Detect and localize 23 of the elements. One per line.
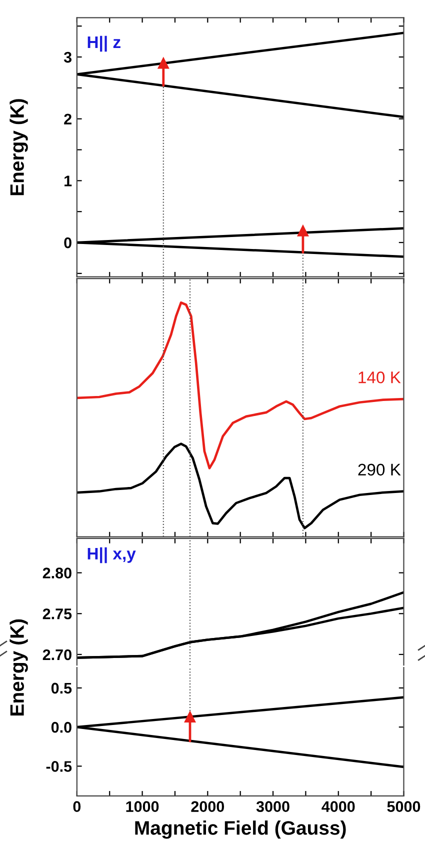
- annotation: H|| z: [88, 36, 120, 52]
- x-tick-label: 5000: [387, 801, 420, 812]
- annotation: H|| x,y: [88, 547, 136, 564]
- y-tick-label: 2: [64, 114, 72, 124]
- series-label: 290 K: [358, 464, 401, 476]
- y-tick-label: 2.70: [42, 649, 72, 660]
- y-axis-title: Energy (K): [10, 99, 28, 196]
- y-tick-label: 2.80: [42, 568, 72, 578]
- series-label: 140 K: [358, 372, 401, 384]
- y-tick-label: -0.5: [46, 761, 72, 772]
- x-tick-label: 0: [73, 801, 81, 812]
- x-axis-title: Magnetic Field (Gauss): [135, 820, 346, 839]
- y-tick-label: 1: [64, 176, 72, 186]
- y-tick-label: 3: [64, 52, 72, 63]
- y-tick-label: 0: [64, 237, 72, 248]
- y-tick-label: 2.75: [42, 608, 72, 620]
- x-tick-label: 4000: [322, 801, 355, 812]
- y-tick-label: 0.0: [51, 722, 72, 733]
- x-tick-label: 3000: [256, 801, 290, 812]
- y-tick-label: 0.5: [51, 682, 72, 694]
- y-axis-title: Energy (K): [10, 619, 28, 716]
- x-tick-label: 2000: [191, 801, 224, 812]
- x-tick-label: 1000: [126, 801, 159, 812]
